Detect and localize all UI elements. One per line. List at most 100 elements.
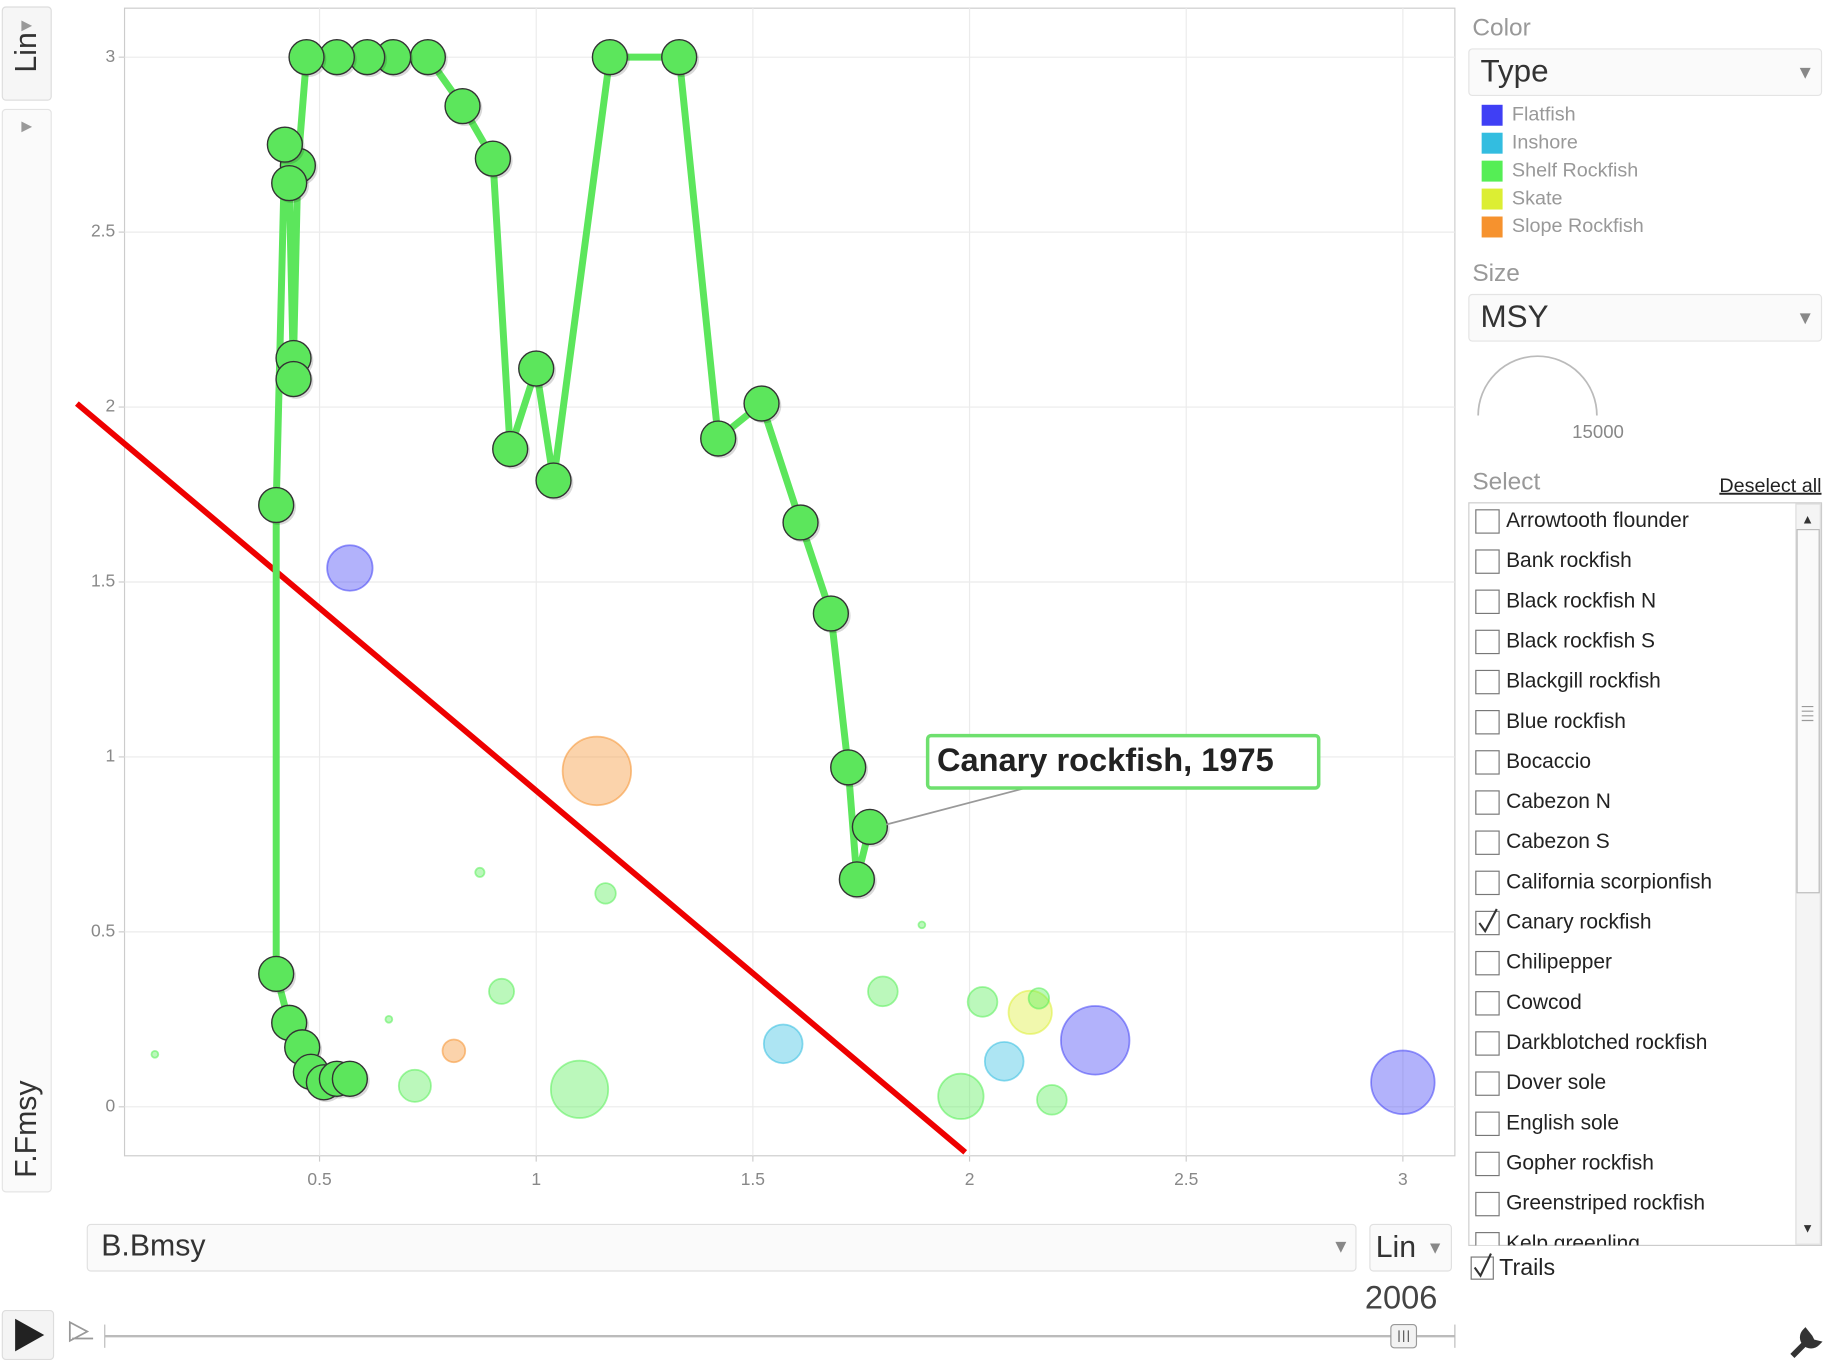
color-dropdown[interactable] bbox=[1468, 48, 1823, 97]
item-checkbox[interactable] bbox=[1475, 589, 1500, 614]
item-label[interactable]: Darkblotched rockfish bbox=[1506, 1031, 1707, 1054]
bubble[interactable] bbox=[326, 544, 374, 592]
y-axis-dropdown[interactable] bbox=[1, 108, 52, 1193]
item-label[interactable]: Blue rockfish bbox=[1506, 710, 1626, 733]
bubble[interactable] bbox=[762, 1023, 804, 1065]
bubble[interactable] bbox=[867, 975, 899, 1008]
trail-point[interactable] bbox=[271, 164, 308, 202]
item-checkbox[interactable] bbox=[1475, 669, 1500, 695]
x-scale-button[interactable] bbox=[1369, 1223, 1452, 1272]
trail-point[interactable] bbox=[700, 420, 737, 457]
settings-icon[interactable] bbox=[1790, 1327, 1823, 1359]
arrow: ▼ bbox=[1332, 1236, 1350, 1257]
trail-point[interactable] bbox=[661, 39, 698, 76]
trail-point[interactable] bbox=[444, 87, 481, 125]
trail-point[interactable] bbox=[782, 504, 819, 541]
step-icon[interactable] bbox=[68, 1320, 94, 1343]
item-label[interactable]: Cabezon N bbox=[1506, 790, 1611, 813]
arrow: ▼ bbox=[1426, 1238, 1443, 1258]
bubble[interactable] bbox=[937, 1072, 985, 1120]
bubble[interactable] bbox=[983, 1041, 1025, 1082]
trail-point[interactable] bbox=[830, 749, 867, 786]
trail-point[interactable] bbox=[275, 360, 312, 398]
trail-point[interactable] bbox=[812, 595, 850, 632]
item-checkbox[interactable] bbox=[1475, 1151, 1500, 1177]
item-label[interactable]: Bank rockfish bbox=[1506, 549, 1632, 572]
item-checkbox[interactable] bbox=[1475, 750, 1500, 775]
bubble[interactable] bbox=[397, 1068, 432, 1103]
bubble[interactable] bbox=[549, 1059, 610, 1119]
size-dropdown[interactable] bbox=[1468, 293, 1823, 342]
bubble[interactable] bbox=[561, 735, 633, 807]
trail-point[interactable] bbox=[258, 486, 295, 524]
x-axis-dropdown[interactable] bbox=[86, 1223, 1357, 1272]
scroll-down[interactable]: ▼ bbox=[1801, 1220, 1814, 1235]
item-checkbox[interactable] bbox=[1475, 1071, 1500, 1096]
trail-point[interactable] bbox=[288, 39, 325, 76]
item-label[interactable]: Blackgill rockfish bbox=[1506, 670, 1661, 693]
item-label[interactable]: Cabezon S bbox=[1506, 830, 1610, 853]
trail-point[interactable] bbox=[518, 350, 555, 387]
item-checkbox[interactable] bbox=[1475, 509, 1500, 534]
item-label[interactable]: Arrowtooth flounder bbox=[1506, 509, 1689, 532]
bubble[interactable] bbox=[1007, 989, 1053, 1035]
item-label[interactable]: Greenstriped rockfish bbox=[1506, 1192, 1705, 1215]
item-checkbox[interactable] bbox=[1475, 1191, 1500, 1217]
bubble[interactable] bbox=[441, 1038, 467, 1064]
item-label[interactable]: Bocaccio bbox=[1506, 750, 1591, 773]
item-checkbox[interactable] bbox=[1475, 790, 1500, 815]
item-checkbox[interactable] bbox=[1475, 991, 1500, 1016]
bubble[interactable] bbox=[488, 977, 515, 1005]
item-checkbox[interactable] bbox=[1475, 830, 1500, 855]
deselect-all[interactable]: Deselect all bbox=[1719, 475, 1821, 497]
item-checkbox[interactable] bbox=[1475, 629, 1500, 655]
size-legend-value: 15000 bbox=[1572, 421, 1624, 442]
bubble[interactable] bbox=[1370, 1049, 1436, 1115]
bubble[interactable] bbox=[474, 866, 486, 878]
bubble[interactable] bbox=[1027, 987, 1051, 1010]
trail-point[interactable] bbox=[474, 140, 512, 177]
bubble[interactable] bbox=[1036, 1084, 1068, 1116]
scroll-up[interactable]: ▲ bbox=[1801, 512, 1814, 527]
trail-point[interactable] bbox=[266, 126, 304, 163]
item-label[interactable]: Gopher rockfish bbox=[1506, 1151, 1654, 1174]
bubble[interactable] bbox=[384, 1015, 394, 1024]
x-tick-label: 2.5 bbox=[1174, 1169, 1198, 1189]
trail-point[interactable] bbox=[851, 808, 889, 846]
item-label[interactable]: Black rockfish N bbox=[1506, 589, 1656, 612]
check-mark bbox=[1478, 908, 1498, 934]
y-scale-button[interactable] bbox=[1, 6, 52, 101]
trail-point[interactable] bbox=[409, 39, 447, 76]
bubble[interactable] bbox=[594, 882, 617, 905]
item-checkbox[interactable] bbox=[1475, 1232, 1500, 1256]
item-label[interactable]: English sole bbox=[1506, 1111, 1619, 1134]
item-checkbox[interactable] bbox=[1475, 549, 1500, 574]
y-tick-label: 1.5 bbox=[91, 571, 115, 591]
item-label[interactable]: Kelp greenling bbox=[1506, 1232, 1640, 1255]
trail-point[interactable] bbox=[331, 1060, 369, 1097]
trail-point[interactable] bbox=[591, 39, 629, 76]
item-label[interactable]: Black rockfish S bbox=[1506, 629, 1655, 652]
item-label[interactable]: Dover sole bbox=[1506, 1071, 1606, 1094]
item-checkbox[interactable] bbox=[1475, 1031, 1500, 1056]
item-label[interactable]: Canary rockfish bbox=[1506, 911, 1651, 934]
trail-point[interactable] bbox=[492, 430, 529, 468]
trail-point[interactable] bbox=[258, 955, 295, 993]
x-tick-label: 1.5 bbox=[741, 1169, 765, 1189]
item-label[interactable]: California scorpionfish bbox=[1506, 870, 1712, 893]
bubble[interactable] bbox=[150, 1050, 160, 1059]
bubble[interactable] bbox=[917, 920, 927, 930]
thumb-grip bbox=[1398, 1330, 1409, 1343]
bubble[interactable] bbox=[966, 986, 999, 1018]
trail-point[interactable] bbox=[535, 462, 572, 499]
item-checkbox[interactable] bbox=[1475, 950, 1500, 976]
item-label[interactable]: Cowcod bbox=[1506, 991, 1582, 1014]
item-checkbox[interactable] bbox=[1475, 710, 1500, 735]
bubble[interactable] bbox=[1060, 1005, 1131, 1076]
trail-point[interactable] bbox=[838, 861, 876, 898]
item-label[interactable]: Chilipepper bbox=[1506, 951, 1612, 974]
item-checkbox[interactable] bbox=[1475, 1111, 1500, 1137]
item-checkbox[interactable] bbox=[1475, 870, 1500, 896]
trail-point[interactable] bbox=[743, 385, 780, 422]
